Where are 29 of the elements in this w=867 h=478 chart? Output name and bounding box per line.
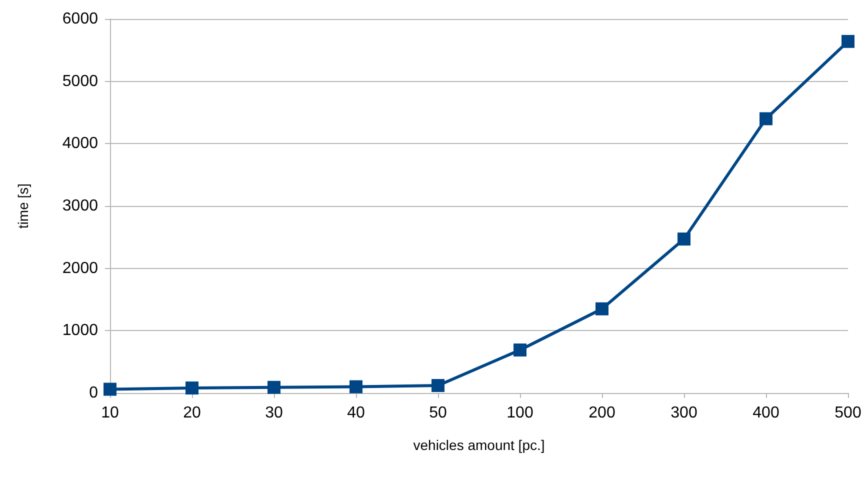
x-axis-title: vehicles amount [pc.] xyxy=(413,437,545,453)
y-tick-label: 2000 xyxy=(62,260,98,277)
point xyxy=(186,382,198,395)
y-tick-label: 4000 xyxy=(62,135,98,152)
y-axis-title: time [s] xyxy=(15,183,31,229)
x-tick-label: 100 xyxy=(506,404,534,422)
y-tick-label: 6000 xyxy=(62,10,98,28)
x-tick-label: 200 xyxy=(588,404,616,422)
point xyxy=(596,302,608,316)
point xyxy=(268,380,280,394)
point xyxy=(350,380,362,394)
point xyxy=(842,34,854,48)
x-tick-label: 40 xyxy=(347,404,365,422)
x-tick-label: 50 xyxy=(429,404,447,422)
point xyxy=(104,382,116,396)
x-tick-label: 500 xyxy=(834,404,862,422)
y-tick-label: 0 xyxy=(89,384,98,402)
y-tick-label: 1000 xyxy=(62,322,98,340)
x-tick-label: 400 xyxy=(752,404,780,422)
point xyxy=(760,112,772,126)
point xyxy=(514,343,526,356)
point xyxy=(678,232,690,246)
y-tick-label: 3000 xyxy=(62,198,98,214)
x-tick-label: 20 xyxy=(183,404,201,422)
x-tick-label: 10 xyxy=(101,404,119,422)
point xyxy=(432,379,444,392)
x-tick-label: 30 xyxy=(265,404,283,422)
y-tick-label: 5000 xyxy=(62,72,98,90)
x-tick-label: 300 xyxy=(670,404,698,422)
